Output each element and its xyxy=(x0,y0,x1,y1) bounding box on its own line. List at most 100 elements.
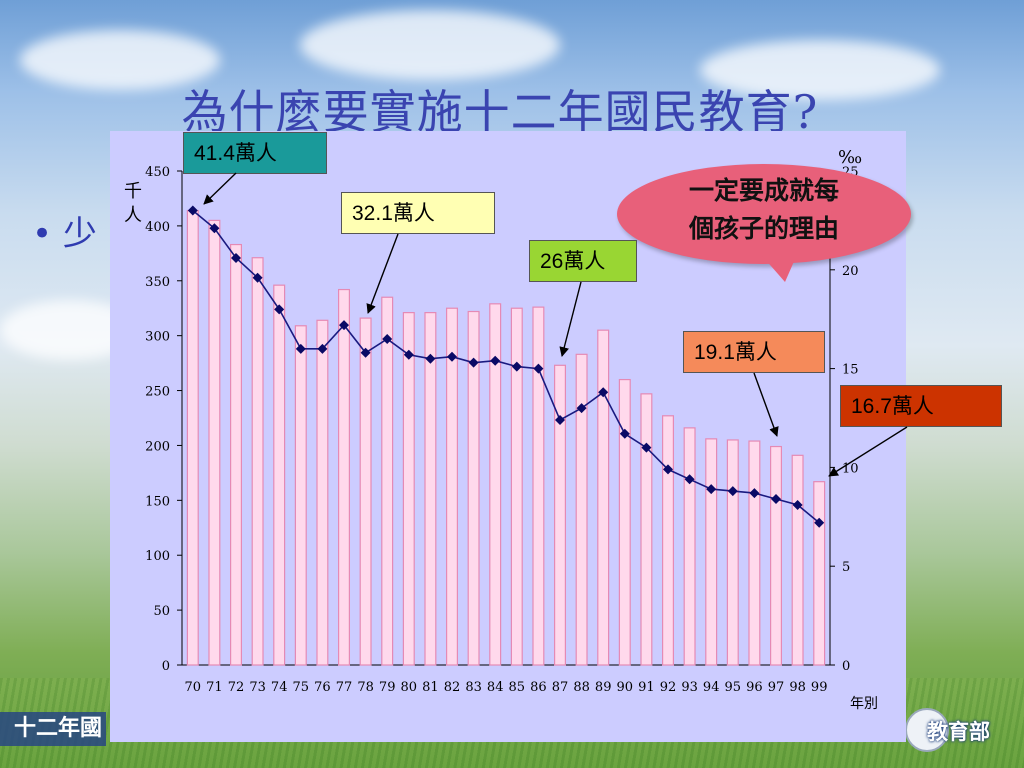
bar xyxy=(618,378,631,666)
bar xyxy=(705,438,718,666)
rate-point xyxy=(619,428,630,439)
rate-point xyxy=(274,304,285,315)
x-tick-label: 83 xyxy=(465,680,482,695)
y2-tick-label: 15 xyxy=(842,363,859,378)
rate-point xyxy=(209,223,220,234)
y-tick-label: 200 xyxy=(145,439,170,454)
x-tick-label: 87 xyxy=(552,680,569,695)
speech-bubble-line-2: 個孩子的理由 xyxy=(688,214,839,243)
y2-tick-label: 0 xyxy=(842,659,850,674)
bar xyxy=(294,325,307,666)
bar xyxy=(683,427,696,666)
y-tick-label: 300 xyxy=(145,330,170,345)
rate-point xyxy=(814,517,825,528)
callout-32-1: 32.1萬人 xyxy=(341,192,495,234)
rate-point xyxy=(727,486,738,497)
x-tick-label: 70 xyxy=(185,680,202,695)
callout-41-4: 41.4萬人 xyxy=(183,132,327,174)
x-tick-label: 78 xyxy=(357,680,374,695)
y-axis-title-char: 千 xyxy=(124,181,142,202)
bar xyxy=(381,296,394,666)
x-tick-label: 85 xyxy=(509,680,526,695)
rate-point xyxy=(684,474,695,485)
rate-point xyxy=(252,272,263,283)
rate-point xyxy=(360,347,371,358)
rate-point xyxy=(317,343,328,354)
bullet-label: 少 xyxy=(62,214,97,254)
x-tick-label: 90 xyxy=(617,680,634,695)
rate-point xyxy=(792,499,803,510)
rate-point xyxy=(425,353,436,364)
rate-point xyxy=(663,464,673,475)
x-tick-label: 89 xyxy=(595,680,612,695)
x-tick-label: 80 xyxy=(401,680,418,695)
y-tick-label: 400 xyxy=(145,220,170,235)
bullet-text: • 少 xyxy=(32,214,97,254)
y2-tick-label: 20 xyxy=(842,264,859,279)
rate-point xyxy=(706,484,717,495)
bar xyxy=(338,288,351,666)
speech-bubble-tail xyxy=(757,250,799,282)
speech-bubble xyxy=(617,164,911,264)
rate-point xyxy=(187,205,198,216)
rate-point xyxy=(382,333,393,344)
callout-19-1: 19.1萬人 xyxy=(683,331,825,373)
y-tick-label: 350 xyxy=(145,275,170,290)
cloud xyxy=(20,30,220,90)
x-tick-label: 95 xyxy=(725,680,742,695)
x-tick-label: 92 xyxy=(660,680,677,695)
rate-point xyxy=(598,387,609,398)
y-tick-label: 250 xyxy=(145,385,170,400)
bar xyxy=(446,307,459,666)
slide-title: 為什麼要實施十二年國民教育? xyxy=(181,85,819,139)
y2-tick-label: 5 xyxy=(842,560,850,575)
bar xyxy=(316,319,329,666)
ministry-logo: 教育部 xyxy=(905,704,1024,754)
ministry-seal-icon xyxy=(905,708,949,752)
x-tick-label: 88 xyxy=(573,680,590,695)
y-tick-label: 100 xyxy=(145,549,170,564)
bar xyxy=(229,243,242,666)
rate-point xyxy=(511,361,522,372)
ministry-name: 教育部 xyxy=(927,720,990,744)
bar xyxy=(597,329,610,666)
y2-axis-title: ‰ xyxy=(838,147,862,168)
bar xyxy=(791,454,804,666)
y-tick-label: 450 xyxy=(145,165,170,180)
rate-point xyxy=(749,488,760,499)
rate-point xyxy=(490,355,501,366)
bar xyxy=(575,353,588,666)
y-axis-title-char: 人 xyxy=(124,205,142,226)
x-tick-label: 98 xyxy=(789,680,806,695)
bar xyxy=(359,317,372,666)
rate-point xyxy=(533,363,544,374)
x-tick-label: 97 xyxy=(768,680,785,695)
bar xyxy=(510,307,523,666)
bar xyxy=(726,439,739,666)
x-axis-title: 年別 xyxy=(850,696,878,712)
bar xyxy=(640,393,653,666)
speech-bubble-text: 一定要成就每 個孩子的理由 xyxy=(617,172,911,248)
y2-tick-label: 10 xyxy=(842,461,859,476)
rate-point xyxy=(576,403,587,414)
y-tick-label: 150 xyxy=(145,494,170,509)
rate-point xyxy=(555,414,565,425)
bar xyxy=(208,219,221,666)
rate-point xyxy=(468,357,479,368)
x-tick-label: 91 xyxy=(638,680,655,695)
bar xyxy=(554,364,567,666)
rate-point xyxy=(771,494,781,505)
rate-point xyxy=(295,343,306,354)
rate-point xyxy=(339,320,349,331)
x-tick-label: 81 xyxy=(422,680,439,695)
x-tick-label: 76 xyxy=(314,680,331,695)
x-tick-label: 82 xyxy=(444,680,461,695)
bar xyxy=(402,312,415,666)
bar xyxy=(424,312,437,666)
y-tick-label: 50 xyxy=(153,604,170,619)
x-tick-label: 74 xyxy=(271,680,288,695)
bar xyxy=(769,445,782,666)
x-tick-label: 72 xyxy=(228,680,245,695)
x-tick-label: 86 xyxy=(530,680,547,695)
y-tick-label: 0 xyxy=(162,659,170,674)
